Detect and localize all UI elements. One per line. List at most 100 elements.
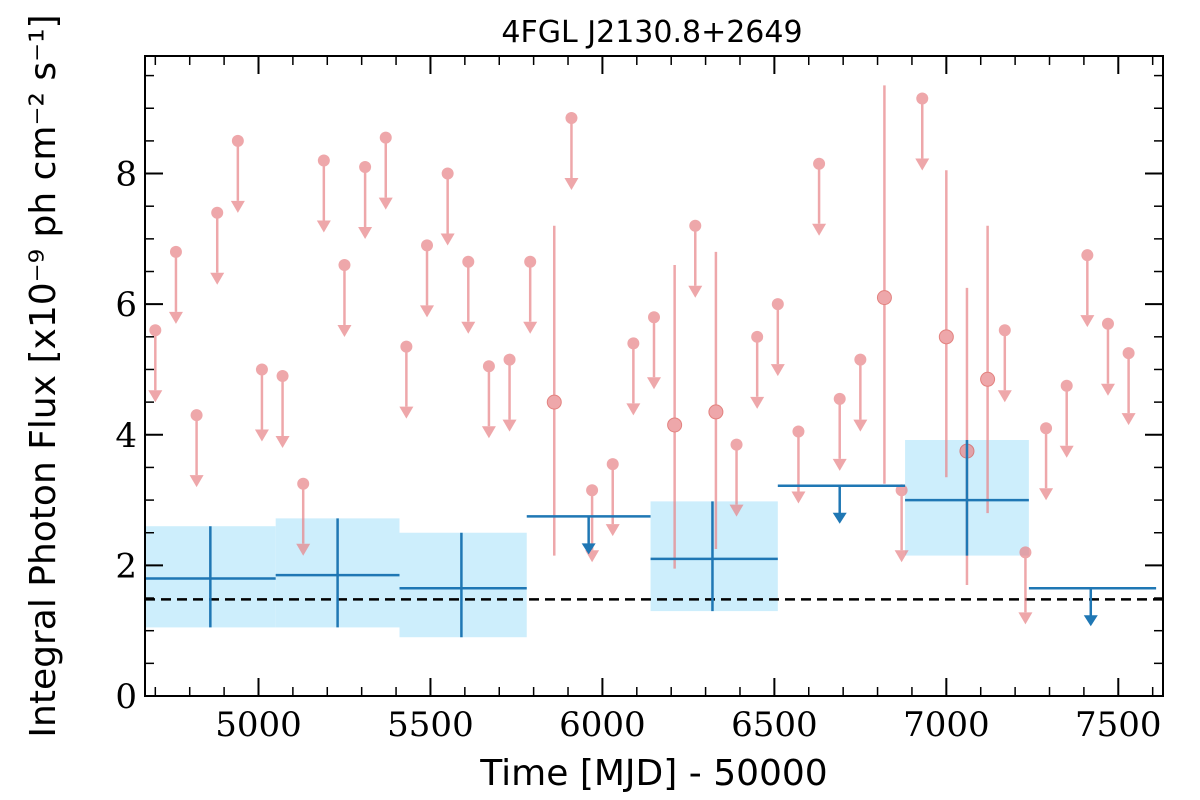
upper-limit-point <box>998 324 1011 337</box>
short-bin-upper-limit <box>1100 317 1115 396</box>
x-tick-label: 5000 <box>215 705 302 745</box>
upper-limit-point <box>317 154 330 167</box>
upper-limit-arrowhead <box>296 543 311 556</box>
upper-limit-point <box>689 219 702 232</box>
upper-limit-arrowhead <box>275 436 290 448</box>
detection-point <box>546 394 562 410</box>
upper-limit-point <box>648 311 660 324</box>
short-bin-upper-limit <box>1018 546 1033 625</box>
upper-limit-point <box>730 438 743 451</box>
short-bin-detection <box>938 170 954 478</box>
upper-limit-arrowhead <box>1059 445 1074 458</box>
upper-limit-point <box>771 298 784 311</box>
y-tick-label: 6 <box>115 285 137 325</box>
upper-limit-arrowhead <box>564 178 579 191</box>
short-bin-upper-limit <box>626 337 641 416</box>
upper-limit-point <box>190 409 203 422</box>
upper-limit-arrowhead <box>481 426 496 439</box>
upper-limit-arrowhead <box>770 364 785 377</box>
upper-limit-arrowhead <box>502 419 517 432</box>
short-bin-upper-limit <box>189 409 204 488</box>
upper-limit-arrowhead <box>915 158 930 171</box>
short-bin-upper-limit <box>254 363 269 442</box>
upper-limit-point <box>169 245 182 258</box>
upper-limit-arrowhead <box>729 504 744 517</box>
detection-point <box>667 417 683 433</box>
upper-limit-arrowhead <box>894 550 909 563</box>
short-bin-upper-limit <box>647 311 661 390</box>
upper-limit-arrowhead <box>358 227 373 240</box>
upper-limit-arrowhead <box>1018 612 1033 625</box>
upper-limit-arrowhead <box>210 272 225 285</box>
upper-limit-point <box>297 477 310 490</box>
upper-limit-point <box>441 167 454 180</box>
long-bin-upper-limit-arrowhead <box>581 543 596 555</box>
upper-limit-arrowhead <box>461 321 476 334</box>
upper-limit-point <box>792 425 805 438</box>
short-bin-upper-limit <box>337 258 352 337</box>
upper-limit-arrowhead <box>1039 488 1054 501</box>
upper-limit-point <box>1060 379 1073 392</box>
upper-limit-point <box>524 255 537 268</box>
upper-limit-point <box>149 324 162 337</box>
upper-limit-arrowhead <box>440 233 455 246</box>
x-axis-title: Time [MJD] - 50000 <box>479 753 827 794</box>
short-bin-detection <box>876 85 892 484</box>
chart-title: 4FGL J2130.8+2649 <box>501 15 802 50</box>
short-bin-detection <box>980 225 996 514</box>
upper-limit-arrowhead <box>1121 413 1136 426</box>
short-bin-upper-limit <box>853 353 868 432</box>
x-tick-label: 7000 <box>903 705 990 745</box>
short-bin-upper-limit <box>440 167 455 246</box>
upper-limit-point <box>503 353 516 366</box>
short-bin-upper-limit <box>915 92 930 171</box>
upper-limit-arrowhead <box>688 285 703 298</box>
y-tick-label: 2 <box>115 546 137 586</box>
short-bin-upper-limit <box>210 206 225 285</box>
upper-limit-point <box>606 458 619 471</box>
axis-ticks: 5000 5500 6000 6500 7000 7500 0 2 4 6 8 <box>115 56 1163 745</box>
short-bin-upper-limit <box>523 255 538 334</box>
short-bin-upper-limit <box>461 255 476 334</box>
detection-point <box>708 404 724 420</box>
short-bin-upper-limit <box>1080 249 1095 328</box>
short-bin-upper-limit <box>420 239 435 318</box>
x-tick-label: 6500 <box>731 705 818 745</box>
upper-limit-point <box>359 161 372 174</box>
short-bin-detection <box>667 264 683 569</box>
short-bin-upper-limit <box>358 161 373 240</box>
upper-limit-point <box>1101 317 1114 330</box>
short-bin-upper-limit <box>750 330 765 409</box>
short-bin-upper-limit <box>688 219 703 298</box>
short-bin-upper-limit <box>502 353 517 432</box>
upper-limit-point <box>379 131 392 144</box>
upper-limit-point <box>1040 422 1053 435</box>
short-bin-upper-limit <box>812 157 827 236</box>
short-bin-upper-limit <box>399 340 414 419</box>
long-bin-error-box <box>650 501 778 612</box>
short-bin-upper-limit <box>770 298 785 377</box>
upper-limit-arrowhead <box>337 324 352 337</box>
upper-limit-point <box>276 370 289 382</box>
upper-limit-arrowhead <box>812 223 827 236</box>
upper-limit-point <box>813 157 826 170</box>
upper-limit-point <box>627 337 640 350</box>
upper-limit-arrowhead <box>750 396 765 409</box>
x-tick-label: 7500 <box>1075 705 1162 745</box>
upper-limit-arrowhead <box>647 377 661 390</box>
upper-limit-arrowhead <box>523 321 538 334</box>
upper-limit-point <box>211 206 224 219</box>
short-bin-upper-limit <box>1121 347 1136 426</box>
upper-limit-point <box>751 330 764 343</box>
short-bin-upper-limit <box>791 425 806 504</box>
upper-limit-point <box>586 484 599 497</box>
short-bin-detection <box>708 251 724 550</box>
upper-limit-point <box>482 360 495 373</box>
upper-limit-point <box>854 353 867 366</box>
upper-limit-point <box>255 363 268 376</box>
y-axis-title: Integral Photon Flux [x10⁻⁹ ph cm⁻² s⁻¹] <box>23 14 64 737</box>
plot-area <box>145 85 1163 638</box>
short-bin-upper-limit <box>729 438 744 517</box>
y-tick-label: 4 <box>115 416 137 456</box>
short-bin-upper-limit <box>275 370 290 448</box>
